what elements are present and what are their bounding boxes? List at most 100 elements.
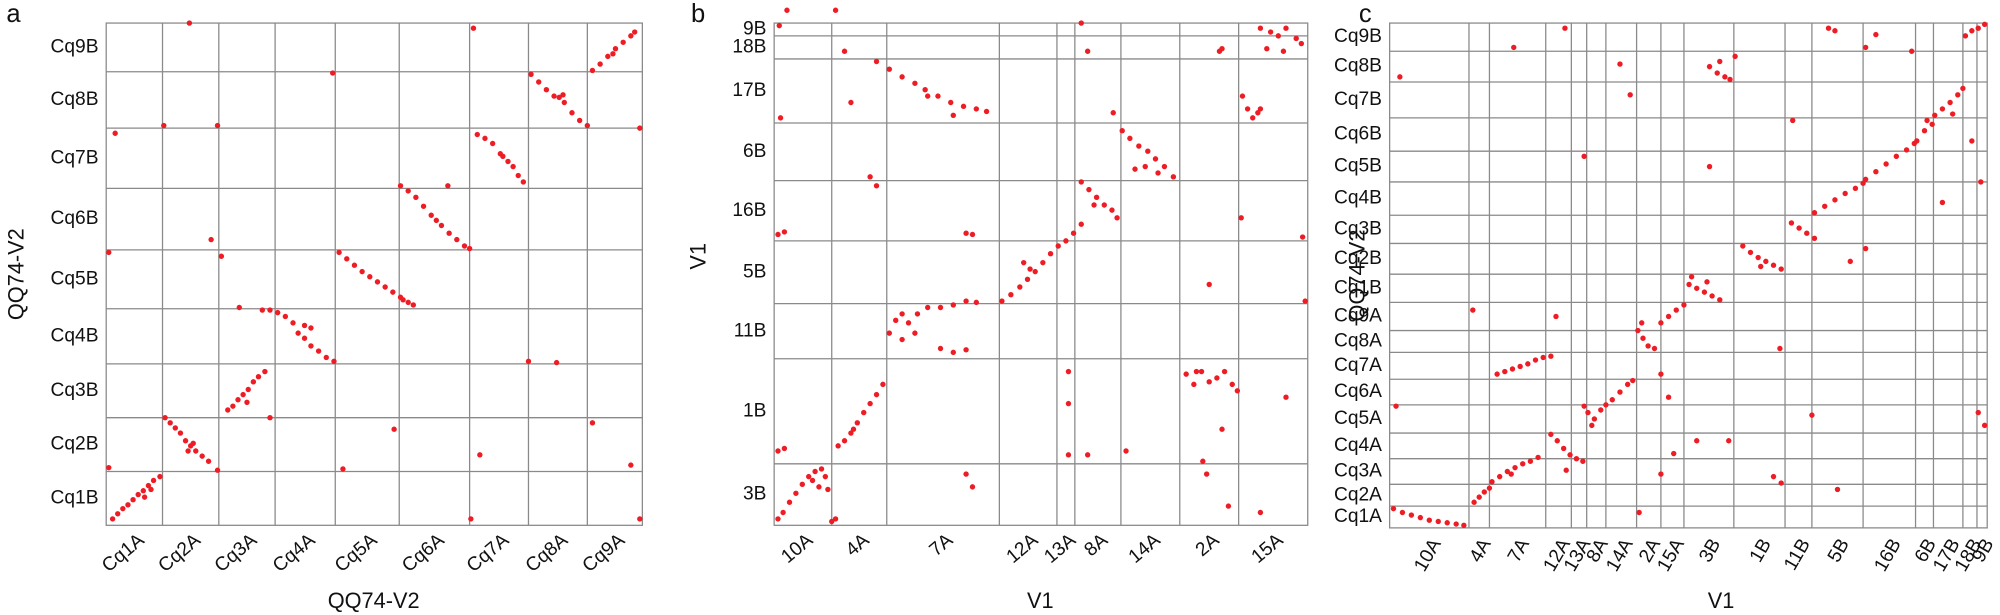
dot bbox=[1101, 202, 1107, 208]
dot bbox=[1706, 163, 1713, 170]
dot bbox=[1609, 397, 1615, 403]
dot bbox=[937, 304, 944, 311]
dot bbox=[1714, 70, 1720, 76]
x-category-label: 10A bbox=[777, 530, 817, 568]
x-category-label: 2A bbox=[1192, 530, 1224, 561]
dot bbox=[620, 39, 626, 45]
dot bbox=[1198, 368, 1205, 375]
dot bbox=[1755, 254, 1761, 261]
x-category-label: Cq3A bbox=[211, 530, 261, 577]
dot bbox=[1481, 489, 1488, 495]
y-category-label: Cq8B bbox=[1334, 56, 1382, 77]
dot bbox=[405, 188, 411, 194]
dot bbox=[1504, 468, 1511, 475]
dot bbox=[120, 505, 126, 512]
dot bbox=[799, 481, 805, 488]
dot bbox=[1494, 371, 1500, 377]
dot bbox=[1960, 85, 1966, 92]
dot bbox=[1949, 111, 1956, 117]
dot bbox=[1770, 262, 1777, 268]
dot bbox=[899, 336, 905, 343]
dot bbox=[1244, 106, 1251, 112]
dot bbox=[1127, 135, 1133, 142]
x-category-label: 15A bbox=[1248, 530, 1288, 568]
dot bbox=[244, 399, 250, 406]
y-category-label: Cq2B bbox=[51, 434, 99, 455]
dot bbox=[784, 7, 790, 13]
dot bbox=[551, 93, 557, 99]
dot bbox=[1796, 225, 1802, 231]
dot bbox=[1086, 186, 1092, 193]
dot bbox=[1145, 148, 1151, 154]
dot bbox=[1778, 480, 1784, 486]
dot bbox=[1206, 379, 1212, 385]
x-category-label: 3B bbox=[1695, 535, 1725, 566]
x-category-label: 10A bbox=[1410, 535, 1445, 575]
dot bbox=[1203, 471, 1210, 477]
dot bbox=[1255, 110, 1261, 116]
dot bbox=[1560, 445, 1567, 452]
dot bbox=[1673, 307, 1679, 313]
dot bbox=[914, 311, 921, 317]
dot bbox=[816, 484, 822, 490]
dot bbox=[1280, 48, 1287, 54]
dot bbox=[1883, 161, 1889, 167]
dot bbox=[1862, 176, 1869, 183]
dot bbox=[515, 172, 521, 179]
dot bbox=[1520, 461, 1526, 467]
dot bbox=[1219, 45, 1225, 52]
dot bbox=[1047, 250, 1054, 257]
x-category-label: 14A bbox=[1602, 535, 1637, 575]
y-category-label: Cq5B bbox=[51, 268, 99, 289]
dot bbox=[438, 222, 445, 229]
dot bbox=[1063, 238, 1069, 244]
dot bbox=[822, 473, 829, 480]
dot bbox=[351, 262, 358, 268]
dot bbox=[1947, 99, 1953, 106]
dot bbox=[405, 299, 411, 306]
dot bbox=[1636, 509, 1642, 516]
dot bbox=[569, 110, 575, 116]
dot bbox=[505, 158, 511, 165]
dot bbox=[1639, 320, 1645, 326]
dot bbox=[489, 140, 496, 147]
y-category-label: Cq7B bbox=[51, 147, 99, 168]
dot bbox=[1114, 215, 1120, 221]
dot bbox=[1790, 117, 1796, 124]
dot bbox=[420, 203, 427, 209]
dot bbox=[899, 74, 905, 80]
dot bbox=[576, 117, 583, 124]
dot bbox=[1219, 426, 1225, 432]
y-category-label: 3B bbox=[743, 484, 766, 505]
dot bbox=[336, 249, 342, 256]
dot bbox=[1193, 368, 1200, 375]
y-category-label: Cq9B bbox=[51, 36, 99, 57]
dot bbox=[1777, 345, 1783, 352]
dot bbox=[1770, 473, 1777, 480]
dot bbox=[1027, 266, 1033, 272]
dot bbox=[382, 284, 388, 290]
x-category-label: 8A bbox=[1081, 530, 1113, 561]
dot bbox=[1955, 92, 1961, 98]
dot bbox=[1617, 389, 1623, 395]
dot bbox=[1688, 274, 1695, 280]
dot bbox=[1461, 522, 1467, 529]
dot bbox=[1832, 197, 1838, 203]
dot bbox=[1924, 117, 1930, 124]
dot bbox=[973, 106, 980, 112]
dot bbox=[1040, 259, 1046, 266]
x-axis-title: QQ74-V2 bbox=[328, 588, 420, 613]
dot bbox=[1624, 381, 1631, 388]
dot bbox=[474, 131, 480, 138]
dot bbox=[1020, 259, 1027, 266]
dot bbox=[937, 345, 944, 352]
panel-label: c bbox=[1359, 0, 1372, 28]
y-category-label: Cq4B bbox=[51, 325, 99, 346]
y-category-label: Cq7B bbox=[1334, 89, 1382, 110]
y-category-label: Cq2B bbox=[1334, 248, 1382, 269]
dot bbox=[1535, 454, 1541, 461]
dot bbox=[1717, 58, 1723, 65]
dot bbox=[999, 298, 1005, 304]
dot bbox=[1939, 106, 1946, 112]
dot bbox=[1975, 409, 1981, 416]
